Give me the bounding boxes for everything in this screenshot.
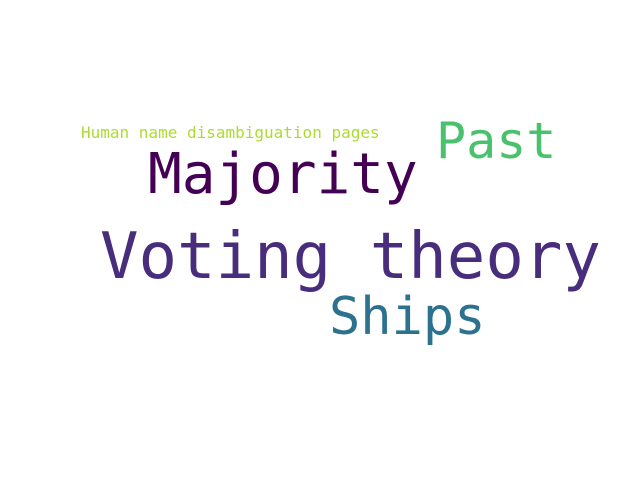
word-past: Past bbox=[436, 112, 557, 170]
word-human-name-disambiguation-pages: Human name disambiguation pages bbox=[81, 123, 380, 142]
word-majority: Majority bbox=[148, 142, 418, 207]
word-ships: Ships bbox=[329, 287, 486, 347]
word-voting-theory: Voting theory bbox=[100, 220, 601, 294]
